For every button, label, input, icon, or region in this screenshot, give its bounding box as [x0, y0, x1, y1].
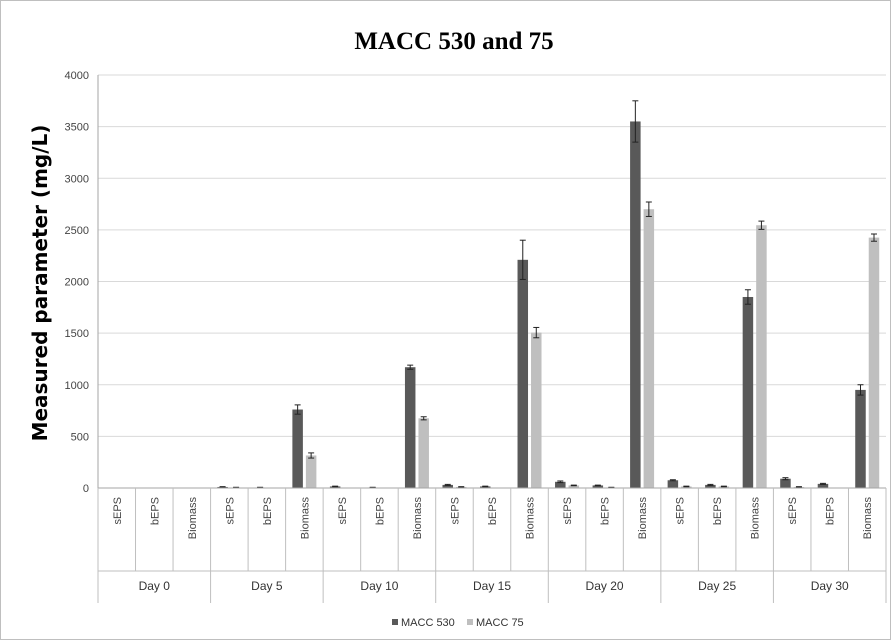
bar-macc-530 — [442, 484, 453, 488]
legend-swatch-macc-75 — [467, 619, 473, 625]
category-label: sEPS — [224, 497, 236, 525]
bar-macc-75 — [418, 418, 429, 488]
category-label: Biomass — [637, 497, 649, 540]
group-label: Day 20 — [586, 579, 624, 593]
legend-label-macc-75: MACC 75 — [476, 617, 524, 629]
group-label: Day 30 — [811, 579, 849, 593]
bar-macc-530 — [780, 478, 791, 488]
y-tick-label: 3500 — [65, 122, 89, 134]
category-label: bEPS — [487, 497, 499, 525]
bar-macc-530 — [404, 367, 416, 488]
y-tick-label: 4000 — [65, 70, 89, 82]
y-axis-label: Measured parameter (mg/L) — [28, 125, 52, 442]
group-label: Day 0 — [139, 579, 171, 593]
bar-macc-530 — [517, 259, 529, 488]
bar-macc-75 — [531, 332, 542, 488]
bar-macc-530 — [855, 389, 866, 488]
bar-macc-75 — [568, 485, 580, 488]
legend-swatch-macc-530 — [392, 619, 398, 625]
bar-macc-530 — [292, 409, 303, 488]
category-label: sEPS — [449, 497, 461, 525]
group-label: Day 15 — [473, 579, 511, 593]
category-label: bEPS — [149, 497, 161, 525]
category-label: bEPS — [374, 497, 386, 525]
category-label: Biomass — [862, 497, 874, 540]
bar-macc-75 — [643, 209, 655, 488]
category-label: Biomass — [299, 497, 311, 540]
category-label: sEPS — [337, 497, 349, 525]
bar-macc-530 — [630, 121, 641, 489]
group-label: Day 25 — [698, 579, 736, 593]
gridlines — [98, 74, 886, 437]
bar-macc-75 — [305, 455, 317, 488]
group-label: Day 5 — [251, 579, 283, 593]
bar-macc-75 — [756, 225, 767, 488]
group-label: Day 10 — [360, 579, 398, 593]
y-tick-label: 2000 — [65, 277, 89, 289]
y-tick-label: 2500 — [65, 225, 89, 237]
legend: MACC 530 MACC 75 — [392, 617, 524, 629]
chart-title: MACC 530 and 75 — [354, 28, 553, 55]
legend-label-macc-530: MACC 530 — [401, 617, 455, 629]
y-tick-label: 1500 — [65, 328, 89, 340]
bar-macc-530 — [705, 484, 716, 488]
category-label: Biomass — [187, 497, 199, 540]
category-label: bEPS — [712, 497, 724, 525]
y-tick-label: 500 — [71, 431, 89, 443]
category-label: sEPS — [562, 497, 574, 525]
y-tick-label: 3000 — [65, 173, 89, 185]
category-label: Biomass — [525, 497, 537, 540]
category-label: Biomass — [412, 497, 424, 540]
bar-macc-530 — [555, 481, 566, 488]
bars — [217, 100, 880, 489]
bar-macc-530 — [592, 485, 604, 488]
category-label: sEPS — [787, 497, 799, 525]
category-label: bEPS — [600, 497, 612, 525]
y-tick-label: 1000 — [65, 380, 89, 392]
bar-macc-530 — [742, 296, 754, 488]
category-label: Biomass — [750, 497, 762, 540]
category-label: bEPS — [825, 497, 837, 525]
bar-macc-75 — [868, 237, 880, 488]
bar-macc-530 — [667, 480, 679, 488]
bar-macc-530 — [817, 483, 829, 488]
category-label: bEPS — [262, 497, 274, 525]
y-tick-label: 0 — [83, 483, 89, 495]
category-label: sEPS — [112, 497, 124, 525]
category-label: sEPS — [675, 497, 687, 525]
axes: 0 500 1000 1500 2000 2500 3000 3500 4000 sEPS bEPS… — [65, 70, 887, 603]
